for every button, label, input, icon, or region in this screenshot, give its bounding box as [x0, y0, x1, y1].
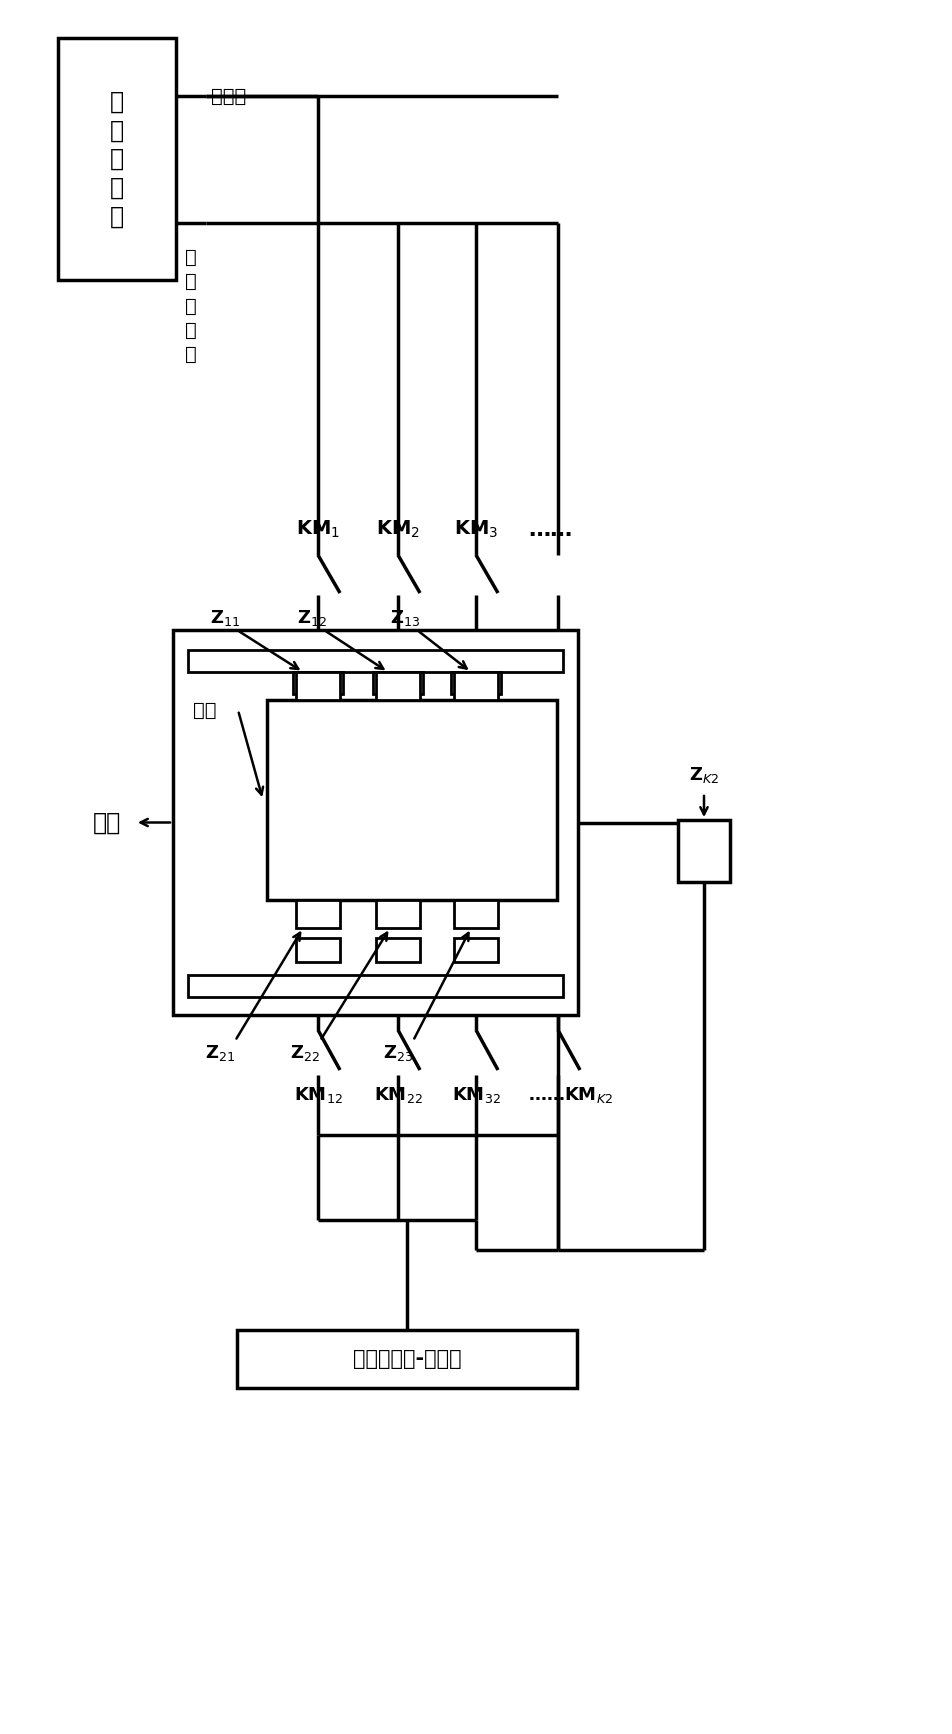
Bar [454, 938, 498, 962]
Bar [451, 673, 501, 694]
Text: ……KM$_{K2}$: ……KM$_{K2}$ [528, 1085, 613, 1105]
Bar [188, 650, 563, 673]
Bar [267, 701, 557, 900]
Text: KM$_{2}$: KM$_{2}$ [376, 518, 420, 539]
Text: 耐
压
测
试
仪: 耐 压 测 试 仪 [109, 90, 124, 229]
Bar [296, 900, 340, 928]
Bar [293, 673, 343, 694]
Text: 耐压测试仪-测试端: 耐压测试仪-测试端 [352, 1349, 462, 1370]
Text: 测试端: 测试端 [211, 87, 247, 106]
Bar [188, 975, 563, 997]
Text: KM$_{3}$: KM$_{3}$ [454, 518, 498, 539]
Text: Z$_{21}$: Z$_{21}$ [205, 1042, 235, 1063]
Text: 试品: 试品 [193, 701, 216, 720]
Text: KM$_{12}$: KM$_{12}$ [293, 1085, 343, 1105]
Text: Z$_{22}$: Z$_{22}$ [290, 1042, 320, 1063]
Text: Z$_{13}$: Z$_{13}$ [390, 609, 420, 628]
Bar [58, 38, 176, 279]
Text: KM$_{32}$: KM$_{32}$ [451, 1085, 501, 1105]
Bar [454, 673, 498, 701]
Bar [678, 820, 730, 883]
Bar [296, 938, 340, 962]
Text: 电
压
输
出
端: 电 压 输 出 端 [185, 248, 197, 364]
Bar [373, 673, 423, 694]
Text: KM$_{22}$: KM$_{22}$ [373, 1085, 423, 1105]
Text: Z$_{K2}$: Z$_{K2}$ [689, 765, 719, 786]
Bar [296, 673, 340, 701]
Bar [376, 938, 420, 962]
Bar [237, 1330, 577, 1387]
Bar [173, 629, 578, 1014]
Bar [454, 900, 498, 928]
Text: Z$_{12}$: Z$_{12}$ [297, 609, 327, 628]
Text: 夹具: 夹具 [92, 810, 121, 834]
Text: ……: …… [528, 520, 572, 539]
Text: KM$_{1}$: KM$_{1}$ [296, 518, 340, 539]
Bar [376, 900, 420, 928]
Bar [376, 673, 420, 701]
Text: Z$_{11}$: Z$_{11}$ [210, 609, 240, 628]
Text: Z$_{23}$: Z$_{23}$ [383, 1042, 413, 1063]
